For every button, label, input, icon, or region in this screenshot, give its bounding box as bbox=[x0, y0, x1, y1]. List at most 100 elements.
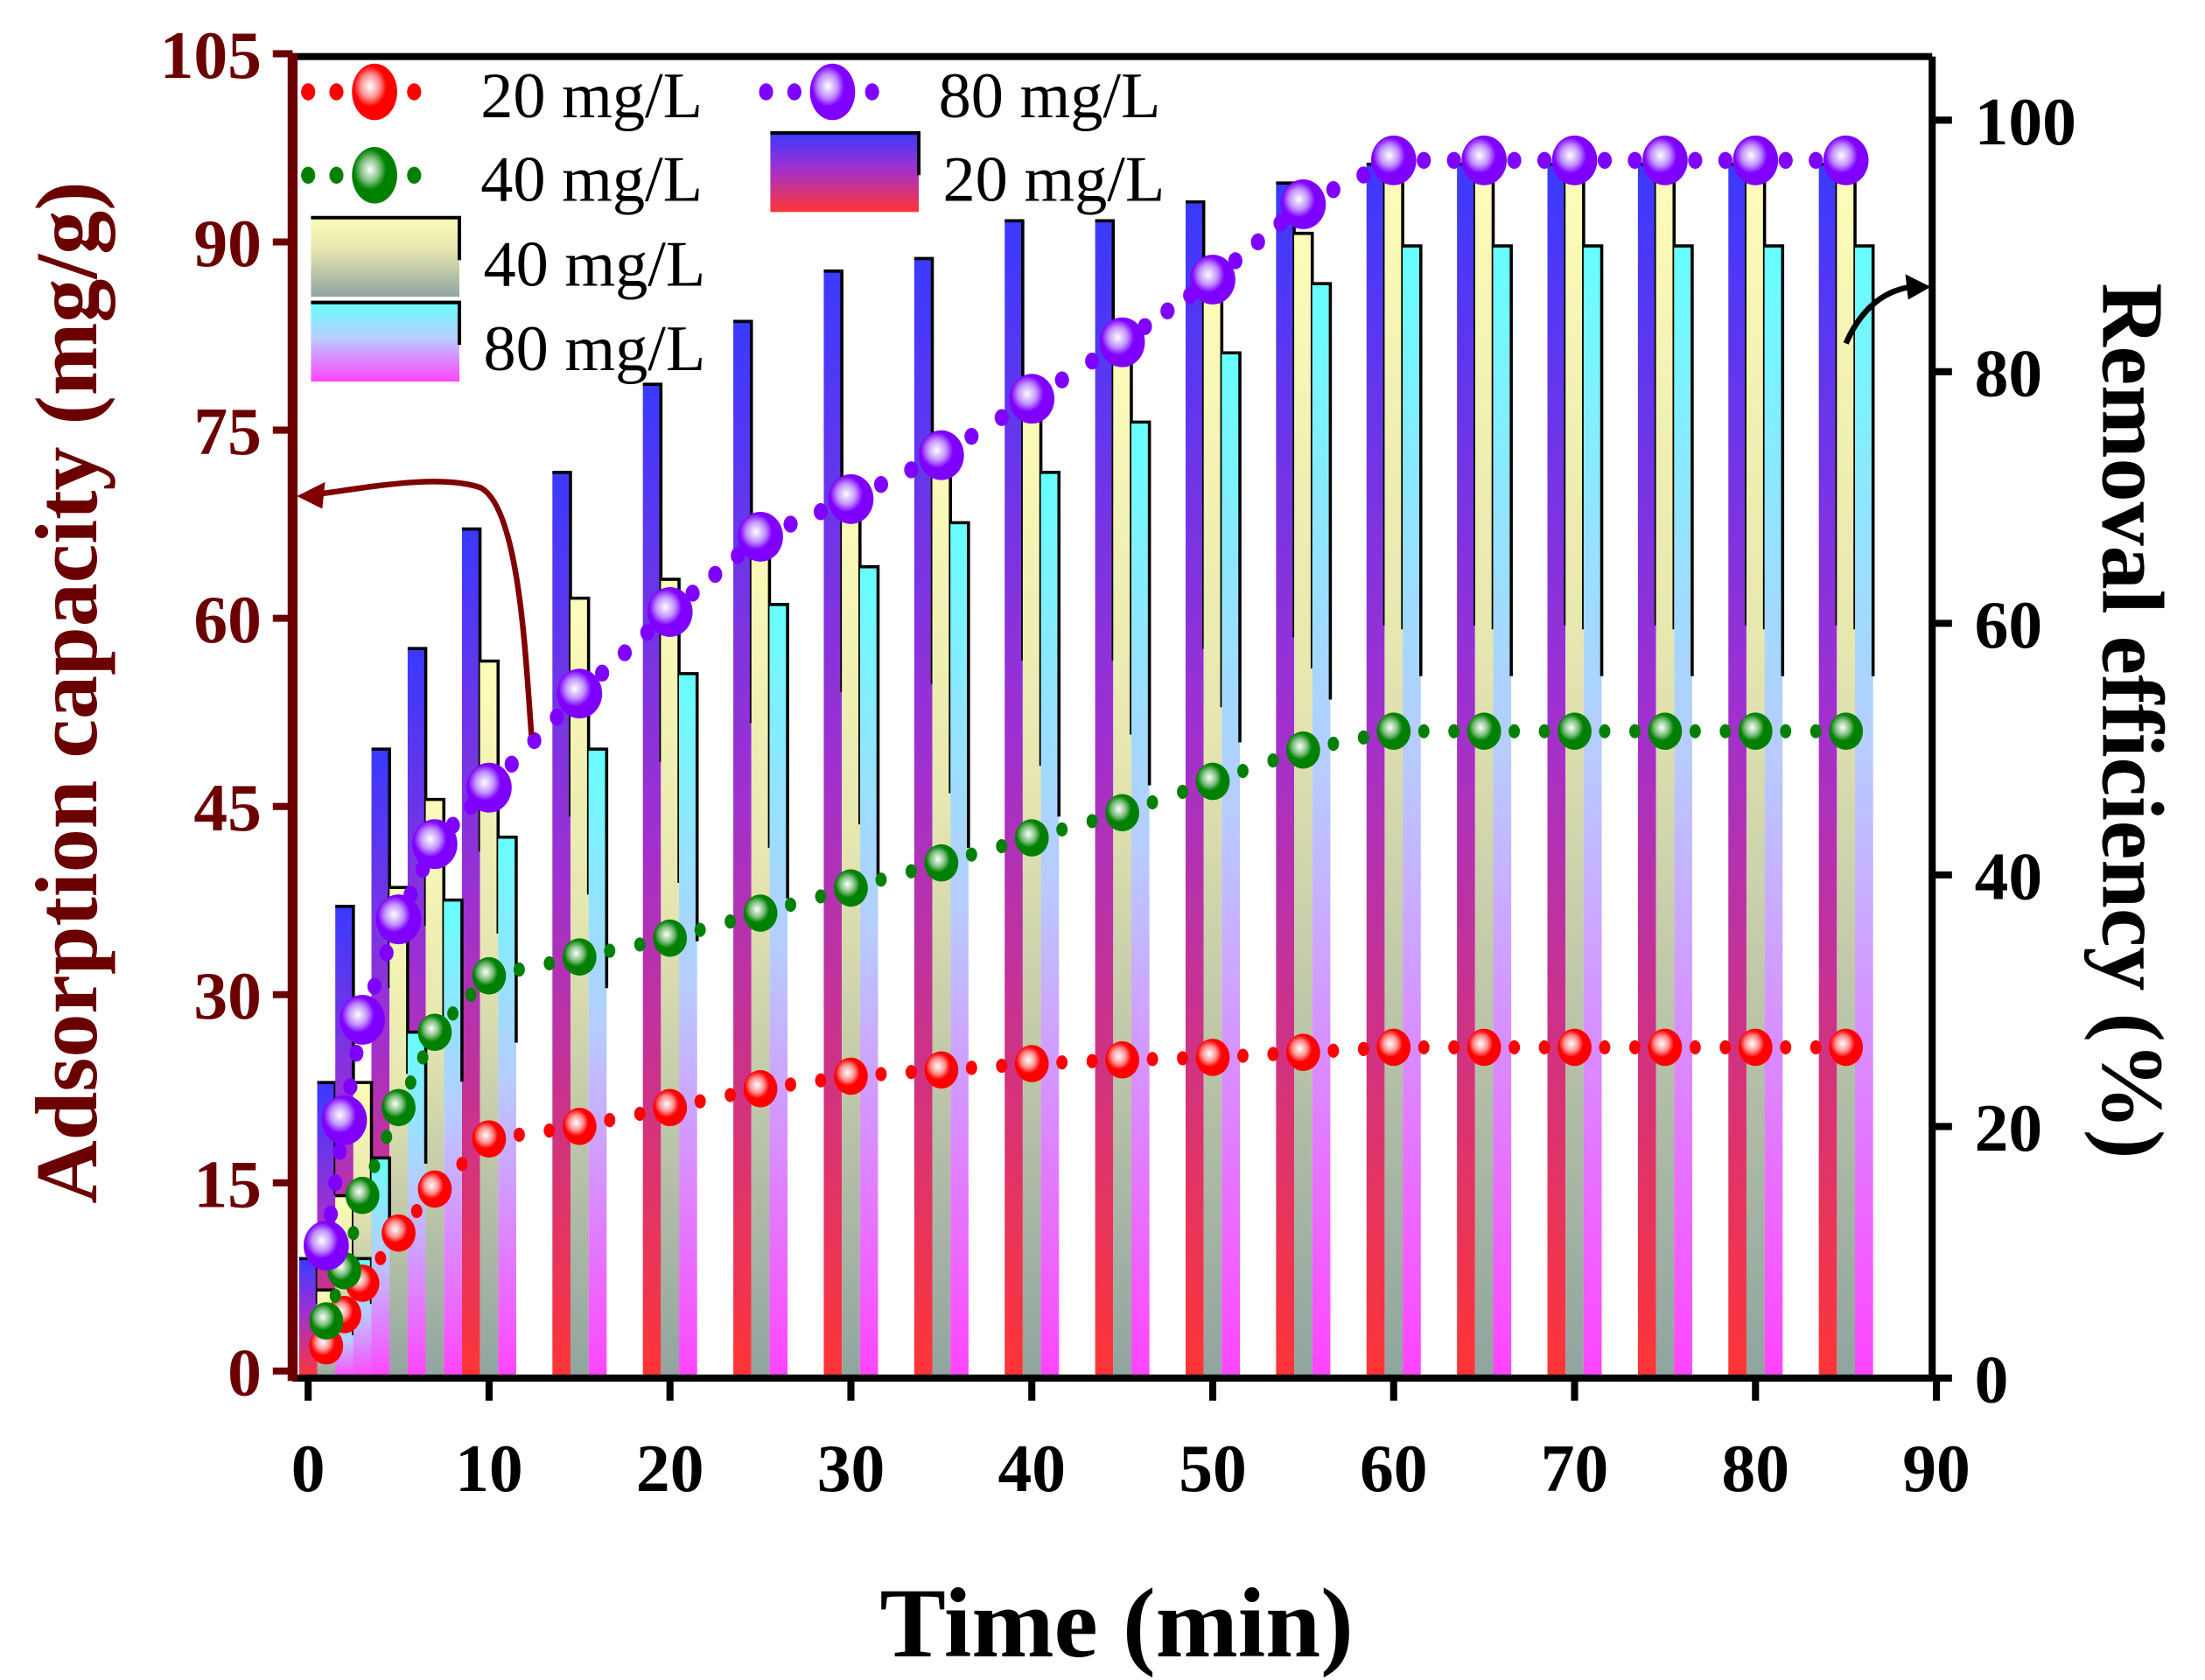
marker-2-13 bbox=[1190, 255, 1236, 304]
y-axis-left-label: Adsorption capacity (mg/g) bbox=[18, 181, 116, 1203]
marker-0-12 bbox=[1105, 1040, 1139, 1079]
bar-outline-2-7 bbox=[679, 672, 699, 942]
bar-0-5 bbox=[461, 528, 480, 1378]
line-dot-0 bbox=[1086, 1054, 1098, 1068]
line-dot-0 bbox=[815, 1073, 827, 1088]
bar-outline-2-9 bbox=[859, 564, 880, 876]
line-dot-1 bbox=[1538, 724, 1550, 738]
marker-2-20 bbox=[1823, 135, 1869, 186]
legend-label: 40 mg/L bbox=[480, 144, 703, 215]
line-dot-1 bbox=[815, 889, 827, 904]
line-dot-2 bbox=[349, 1044, 364, 1062]
marker-2-6 bbox=[556, 668, 603, 719]
bar-outline-2-15 bbox=[1403, 244, 1423, 676]
y-right-tick-label: 40 bbox=[1975, 838, 2043, 914]
legend-swatch bbox=[770, 132, 920, 213]
line-dot-2 bbox=[1356, 166, 1371, 184]
marker-1-6 bbox=[562, 938, 597, 976]
bar-2-16 bbox=[1493, 246, 1512, 1378]
bar-outline-2-8 bbox=[769, 603, 789, 899]
bar-0-10 bbox=[914, 258, 933, 1378]
line-dot-0 bbox=[1719, 1040, 1732, 1055]
marker-0-19 bbox=[1738, 1028, 1773, 1067]
line-dot-2 bbox=[550, 708, 564, 726]
legend-dot bbox=[301, 83, 316, 101]
marker-0-15 bbox=[1376, 1028, 1411, 1067]
bars-layer bbox=[298, 162, 1875, 1378]
line-dot-1 bbox=[965, 847, 977, 862]
line-dot-2 bbox=[328, 1174, 343, 1192]
line-dot-2 bbox=[617, 644, 633, 662]
bar-2-15 bbox=[1403, 246, 1421, 1378]
bar-1-8 bbox=[751, 522, 770, 1378]
line-dot-2 bbox=[367, 977, 382, 995]
marker-2-17 bbox=[1551, 135, 1598, 186]
marker-1-11 bbox=[1014, 819, 1049, 857]
bar-outline-2-18 bbox=[1674, 244, 1694, 676]
line-dot-2 bbox=[813, 503, 829, 521]
line-dot-1 bbox=[905, 864, 917, 878]
bar-0-9 bbox=[823, 270, 843, 1378]
marker-2-8 bbox=[738, 511, 783, 562]
line-dot-1 bbox=[1056, 822, 1068, 837]
line-dot-0 bbox=[1780, 1040, 1792, 1055]
marker-0-4 bbox=[417, 1170, 452, 1208]
line-dot-1 bbox=[543, 956, 556, 970]
marker-0-20 bbox=[1829, 1028, 1864, 1067]
line-dot-2 bbox=[1718, 151, 1732, 169]
marker-1-20 bbox=[1829, 712, 1864, 750]
marker-1-15 bbox=[1376, 712, 1411, 750]
marker-2-11 bbox=[1009, 374, 1055, 424]
line-dot-1 bbox=[1086, 814, 1098, 829]
y-right-tick-label: 100 bbox=[1975, 84, 2076, 159]
y-left-tick-label: 75 bbox=[193, 394, 262, 469]
line-dot-2 bbox=[1273, 214, 1288, 232]
y-left-tick-label: 60 bbox=[193, 582, 262, 657]
left-axis-arrow bbox=[313, 479, 535, 736]
line-dot-0 bbox=[1177, 1051, 1188, 1066]
bar-1-7 bbox=[661, 579, 680, 1378]
marker-1-16 bbox=[1466, 712, 1502, 750]
marker-2-2 bbox=[340, 994, 386, 1045]
line-dot-2 bbox=[1228, 252, 1242, 270]
line-dot-1 bbox=[1719, 724, 1732, 738]
legend-marker bbox=[352, 146, 397, 204]
bar-1-18 bbox=[1656, 170, 1675, 1378]
legend-dot bbox=[407, 166, 422, 184]
marker-1-7 bbox=[653, 919, 688, 957]
bar-1-14 bbox=[1294, 233, 1312, 1378]
bar-2-20 bbox=[1855, 246, 1873, 1378]
bar-1-6 bbox=[570, 598, 589, 1378]
line-dot-0 bbox=[1538, 1040, 1550, 1055]
y-left-tick-label: 105 bbox=[160, 18, 262, 93]
line-dot-2 bbox=[685, 584, 700, 602]
bar-outline-2-11 bbox=[1040, 471, 1061, 817]
bar-2-13 bbox=[1222, 353, 1241, 1378]
marker-2-5 bbox=[466, 762, 512, 813]
line-dot-0 bbox=[1810, 1040, 1822, 1055]
bar-outline-2-6 bbox=[588, 747, 609, 989]
bar-0-15 bbox=[1366, 164, 1385, 1378]
bar-0-20 bbox=[1818, 164, 1838, 1378]
marker-0-5 bbox=[472, 1120, 507, 1158]
bar-outline-2-14 bbox=[1312, 282, 1333, 700]
line-dot-1 bbox=[1508, 724, 1521, 738]
bar-outline-2-16 bbox=[1493, 244, 1513, 676]
legend-label: 20 mg/L bbox=[480, 60, 703, 132]
x-tick-label: 60 bbox=[1360, 1431, 1428, 1506]
legend-dot bbox=[329, 83, 344, 101]
x-tick-label: 40 bbox=[998, 1431, 1066, 1506]
line-dot-1 bbox=[1780, 724, 1792, 738]
marker-1-0 bbox=[309, 1302, 344, 1340]
marker-1-5 bbox=[472, 956, 507, 995]
line-dot-0 bbox=[1508, 1040, 1521, 1055]
line-dot-2 bbox=[1085, 352, 1100, 370]
marker-1-4 bbox=[417, 1013, 452, 1052]
legend: 20 mg/L 40 mg/L 40 mg/L 80 mg/L 80 mg/L 20 mg… bbox=[301, 60, 1165, 385]
bar-1-20 bbox=[1837, 170, 1856, 1378]
marker-2-9 bbox=[828, 473, 874, 524]
line-dot-0 bbox=[543, 1124, 556, 1138]
marker-0-13 bbox=[1195, 1039, 1230, 1076]
line-dot-0 bbox=[905, 1065, 917, 1080]
line-dot-2 bbox=[964, 428, 979, 445]
